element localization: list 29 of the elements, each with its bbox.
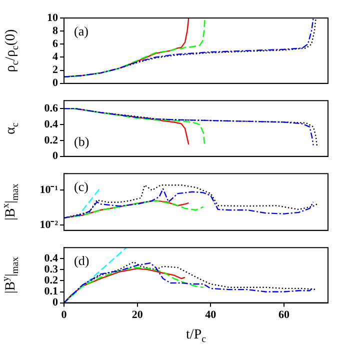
y-tick-label: 10⁻² <box>40 218 59 231</box>
x-tick-label: 40 <box>205 309 217 322</box>
y-tick-label: 0.4 <box>44 118 58 130</box>
y-tick-label: 10⁻¹ <box>40 184 58 196</box>
x-tick-label: 0 <box>61 309 68 322</box>
y-axis-title: |Bx|max <box>0 184 21 220</box>
y-tick-label: 2 <box>52 64 58 76</box>
y-tick-label: 0.4 <box>44 252 58 264</box>
annotation: (d) <box>74 253 90 268</box>
y-tick-label: 0.1 <box>44 286 58 298</box>
x-tick-label: 20 <box>132 309 144 322</box>
y-axis-title: ρc/ρc(0) <box>4 28 21 72</box>
y-tick-label: 0 <box>52 296 58 309</box>
y-axis-title: αc <box>4 122 21 134</box>
y-tick-label: 6 <box>52 38 58 50</box>
x-tick-label: 60 <box>278 309 290 322</box>
annotation: (b) <box>74 134 90 149</box>
y-tick-label: 8 <box>52 24 58 37</box>
annotation: (c) <box>74 179 88 194</box>
y-tick-label: 0.3 <box>44 264 58 276</box>
y-tick-label: 4 <box>52 51 58 64</box>
annotation: (a) <box>74 23 88 38</box>
y-tick-label: 0.6 <box>44 102 58 114</box>
y-tick-label: 0 <box>52 77 58 90</box>
y-axis-title: |By|max <box>0 256 21 294</box>
y-tick-label: 10 <box>47 12 58 24</box>
y-tick-label: 0 <box>52 150 58 162</box>
y-tick-label: 0.2 <box>44 134 58 146</box>
y-tick-label: 0.2 <box>44 274 58 287</box>
